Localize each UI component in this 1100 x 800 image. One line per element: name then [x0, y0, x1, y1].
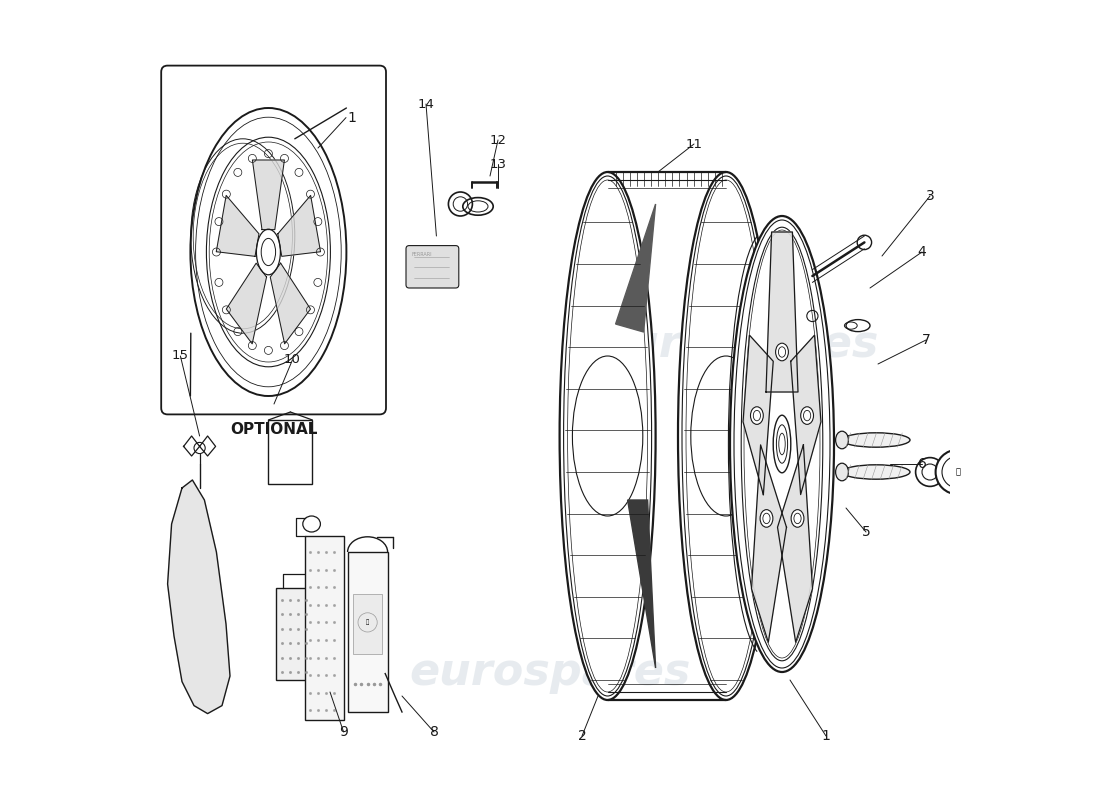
Text: eurospares: eurospares	[597, 322, 879, 366]
Polygon shape	[778, 445, 813, 642]
Text: 10: 10	[284, 354, 300, 366]
Text: 3: 3	[925, 189, 934, 203]
Polygon shape	[252, 160, 285, 230]
FancyBboxPatch shape	[162, 66, 386, 414]
Ellipse shape	[560, 172, 656, 700]
Polygon shape	[628, 500, 656, 668]
Bar	[276, 588, 315, 680]
Ellipse shape	[678, 172, 774, 700]
Text: OPTIONAL: OPTIONAL	[230, 422, 318, 438]
Ellipse shape	[773, 415, 791, 473]
Text: 15: 15	[172, 350, 189, 362]
Text: 9: 9	[339, 725, 348, 739]
Text: 11: 11	[685, 138, 703, 150]
Text: 5: 5	[861, 525, 870, 539]
Polygon shape	[278, 195, 320, 256]
Text: 6: 6	[917, 457, 926, 471]
Text: 7: 7	[922, 333, 931, 347]
Ellipse shape	[801, 406, 814, 424]
Bar	[348, 552, 387, 712]
Ellipse shape	[730, 216, 834, 672]
Text: 🐴: 🐴	[956, 467, 960, 477]
Text: 1: 1	[822, 729, 830, 743]
Polygon shape	[742, 335, 773, 494]
Circle shape	[936, 450, 980, 494]
Ellipse shape	[750, 406, 763, 424]
Polygon shape	[766, 232, 797, 392]
Ellipse shape	[842, 465, 910, 479]
Ellipse shape	[842, 433, 910, 447]
Text: 14: 14	[418, 98, 434, 110]
Polygon shape	[791, 335, 821, 494]
Text: 2: 2	[578, 729, 586, 743]
Text: FERRARI: FERRARI	[411, 252, 432, 257]
Text: 13: 13	[490, 158, 506, 170]
Ellipse shape	[760, 510, 773, 527]
Bar	[305, 536, 343, 720]
Text: 8: 8	[430, 725, 439, 739]
Polygon shape	[217, 195, 258, 256]
FancyBboxPatch shape	[406, 246, 459, 288]
Ellipse shape	[836, 463, 848, 481]
Ellipse shape	[791, 510, 804, 527]
Ellipse shape	[776, 343, 789, 361]
Polygon shape	[227, 263, 266, 344]
Text: 🐴: 🐴	[366, 620, 370, 625]
Polygon shape	[616, 204, 656, 332]
Bar	[268, 420, 312, 484]
Polygon shape	[751, 445, 786, 642]
Text: 1: 1	[348, 110, 356, 125]
Text: eurospares: eurospares	[409, 650, 691, 694]
Polygon shape	[271, 263, 310, 344]
Text: 12: 12	[490, 134, 506, 146]
Text: 4: 4	[917, 245, 926, 259]
Ellipse shape	[836, 431, 848, 449]
Polygon shape	[167, 480, 230, 714]
Bar	[353, 594, 382, 654]
